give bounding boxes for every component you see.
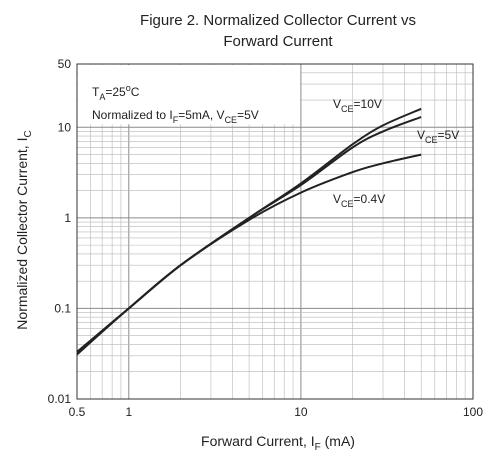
plot-area-frame <box>76 63 474 400</box>
series-label-vce-10v: VCE=10V <box>333 97 382 114</box>
chart-title-line-2: Forward Current <box>223 33 333 50</box>
chart-title: Figure 2. Normalized Collector Current v… <box>140 12 416 50</box>
y-tick-label: 0.01 <box>48 392 72 406</box>
x-tick-label: 0.5 <box>69 405 86 419</box>
series-vce-0-4v-line <box>76 153 422 356</box>
chart-title-line-1: Figure 2. Normalized Collector Current v… <box>140 12 416 29</box>
conditions-box <box>78 65 300 125</box>
series-label-vce-5v: VCE=5V <box>417 128 459 145</box>
y-tick-label: 50 <box>58 57 72 71</box>
series-label-vce-0-4v: VCE=0.4V <box>333 192 385 209</box>
series-lines <box>76 107 422 356</box>
x-tick-label: 1 <box>125 405 132 419</box>
x-axis-label: Forward Current, IF (mA) <box>201 433 355 453</box>
x-tick-label: 10 <box>294 405 308 419</box>
x-tick-label: 100 <box>463 405 483 419</box>
y-axis-label: Normalized Collector Current, IC <box>14 130 34 329</box>
y-tick-label: 0.1 <box>54 301 71 315</box>
tick-labels: 0.5 1 10 100 0.01 0.1 1 10 50 <box>48 57 484 419</box>
normalization-annotation: Normalized to IF=5mA, VCE=5V <box>92 108 259 125</box>
y-tick-label: 10 <box>58 120 72 134</box>
temperature-annotation: TA=25oC <box>92 83 140 102</box>
y-tick-label: 1 <box>64 211 71 225</box>
